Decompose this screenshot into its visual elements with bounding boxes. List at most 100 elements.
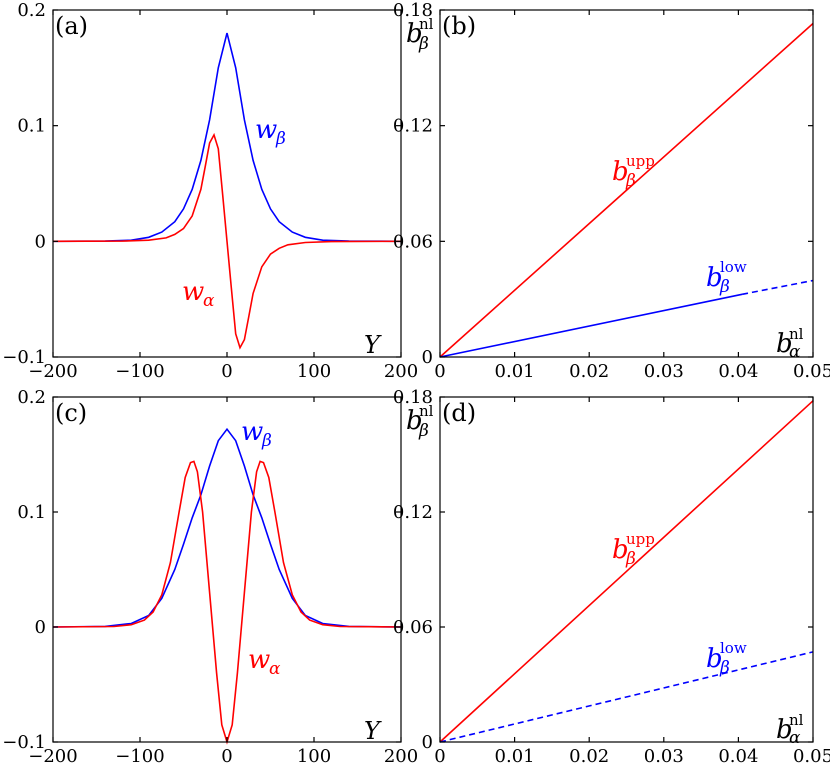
y-tick-label-c-3: 0.2 [17,387,46,408]
series-label-sup: upp [626,530,655,548]
series-line-b-0 [439,22,814,358]
plot-frame-d [439,396,814,743]
series-line-b-2 [741,279,814,296]
x-axis-label-sub: α [789,728,801,748]
y-tick-label-b-2: 0.12 [393,116,433,137]
series-label-a-0: wβ [255,115,286,149]
x-tick-label-d-3: 0.03 [644,746,684,767]
plot-frame-a [52,9,402,358]
series-label-sub: α [269,659,281,679]
x-axis-label-a: Y [364,331,382,359]
y-axis-label-base: b [406,406,423,436]
y-axis-label-sup: nl [419,402,434,420]
series-label-sub: β [261,431,272,451]
x-tick-label-d-1: 0.01 [495,746,535,767]
series-label-base: w [182,277,204,307]
x-tick-label-d-4: 0.04 [718,746,758,767]
x-tick-label-b-5: 0.05 [793,361,830,382]
x-axis-label-sub: α [789,342,801,362]
series-label-base: w [241,417,263,447]
y-tick-label-b-1: 0.06 [393,231,433,252]
series-line-d-1 [439,651,814,743]
series-label-base: b [612,157,629,187]
y-tick-label-c-0: −0.1 [2,732,46,753]
x-tick-label-a-4: 200 [384,361,418,382]
y-tick-label-a-3: 0.2 [17,0,46,21]
x-axis-label-base: b [776,329,793,359]
series-label-base: b [706,644,723,674]
x-tick-label-a-1: −100 [115,361,164,382]
series-label-sub: β [719,658,730,678]
x-tick-label-b-2: 0.02 [569,361,609,382]
y-axis-label-base: b [406,19,423,49]
panel-label-c: (c) [55,399,87,427]
series-label-sup: low [720,639,747,657]
series-label-c-0: wβ [241,417,272,451]
x-axis-label-base: b [776,715,793,745]
panel-label-d: (d) [442,399,476,427]
x-tick-label-a-2: 0 [221,361,232,382]
y-tick-label-d-2: 0.12 [393,502,433,523]
series-label-sup: upp [626,152,655,170]
x-axis-label-sup: nl [789,325,804,343]
y-tick-label-b-0: 0 [422,347,433,368]
y-tick-label-d-3: 0.18 [393,387,433,408]
x-tick-label-b-1: 0.01 [495,361,535,382]
series-label-sub: β [625,549,636,569]
series-line-b-1 [439,293,743,358]
x-tick-label-b-3: 0.03 [644,361,684,382]
x-tick-label-d-0: 0 [434,746,445,767]
x-axis-label-c: Y [364,717,382,745]
series-line-d-0 [439,400,814,743]
x-tick-label-a-3: 100 [297,361,331,382]
series-label-base: w [248,645,270,675]
x-tick-label-c-3: 100 [297,746,331,767]
series-line-a-0 [52,32,402,243]
series-label-sub: α [203,291,215,311]
plot-frame-c [52,396,402,743]
y-axis-label-sup: nl [419,15,434,33]
y-tick-label-b-3: 0.18 [393,0,433,21]
series-line-c-1 [52,460,402,745]
series-label-sub: β [719,277,730,297]
x-tick-label-c-4: 200 [384,746,418,767]
panel-b: 0 0.01 0.02 0.03 0.04 0.0500.060.120.18(b)bnl… [393,0,830,382]
y-axis-label-sub: β [418,34,429,54]
y-tick-label-c-2: 0.1 [17,502,46,523]
series-line-a-1 [52,132,402,350]
x-axis-label-sup: nl [789,711,804,729]
x-tick-label-b-0: 0 [434,361,445,382]
y-tick-label-a-1: 0 [35,231,46,252]
x-tick-label-c-0: −200 [28,746,77,767]
x-tick-label-c-2: 0 [221,746,232,767]
y-tick-label-c-1: 0 [35,617,46,638]
y-tick-label-d-0: 0 [422,732,433,753]
series-label-sup: low [720,258,747,276]
series-label-a-1: wα [182,277,215,311]
y-tick-label-a-0: −0.1 [2,347,46,368]
panel-label-a: (a) [55,12,88,40]
panel-d: 0 0.01 0.02 0.03 0.04 0.0500.060.120.18(d)bnl… [393,387,830,767]
plot-frame-b [439,9,814,358]
x-tick-label-c-1: −100 [115,746,164,767]
x-tick-label-d-2: 0.02 [569,746,609,767]
y-tick-label-d-1: 0.06 [393,617,433,638]
series-label-base: b [612,535,629,565]
x-tick-label-a-0: −200 [28,361,77,382]
series-label-base: w [255,115,277,145]
series-label-sub: β [275,129,286,149]
y-tick-label-a-2: 0.1 [17,116,46,137]
series-label-base: b [706,263,723,293]
series-label-c-1: wα [248,645,281,679]
panel-label-b: (b) [442,12,476,40]
